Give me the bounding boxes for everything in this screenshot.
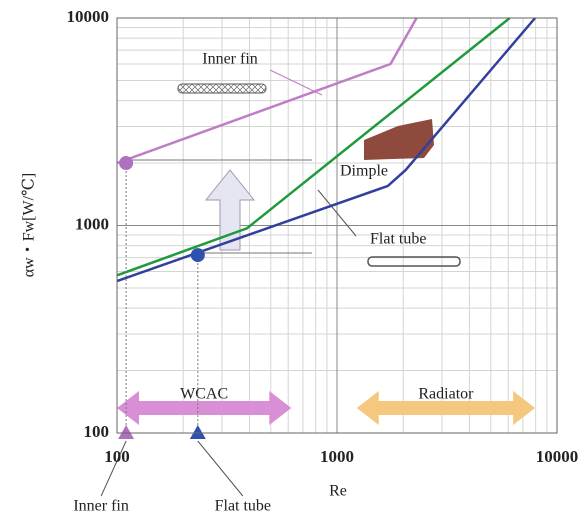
marker-label: Flat tube bbox=[215, 498, 271, 515]
marker-point bbox=[119, 156, 133, 170]
series-label: Inner fin bbox=[202, 51, 258, 68]
x-tick-label: 1000 bbox=[320, 447, 354, 466]
x-tick-label: 10000 bbox=[536, 447, 579, 466]
range-label: WCAC bbox=[180, 386, 228, 403]
range-label: Radiator bbox=[418, 386, 474, 403]
marker-point bbox=[191, 248, 205, 262]
series-label: Dimple bbox=[340, 163, 388, 180]
x-axis-label: Re bbox=[329, 483, 347, 500]
inner-fin-icon bbox=[178, 84, 266, 93]
x-tick-label: 100 bbox=[104, 447, 130, 466]
y-tick-label: 1000 bbox=[75, 214, 109, 233]
chart: WCAC Radiator Inner fin Dimple Flat tube Inne… bbox=[0, 0, 588, 519]
label-leader bbox=[198, 441, 243, 496]
series-label: Flat tube bbox=[370, 231, 426, 248]
y-tick-label: 100 bbox=[84, 422, 110, 441]
grid bbox=[117, 18, 557, 433]
y-tick-label: 10000 bbox=[67, 7, 110, 26]
marker-label: Inner fin bbox=[73, 498, 129, 515]
y-axis-label: αw・Fw[W/℃] bbox=[21, 173, 38, 278]
